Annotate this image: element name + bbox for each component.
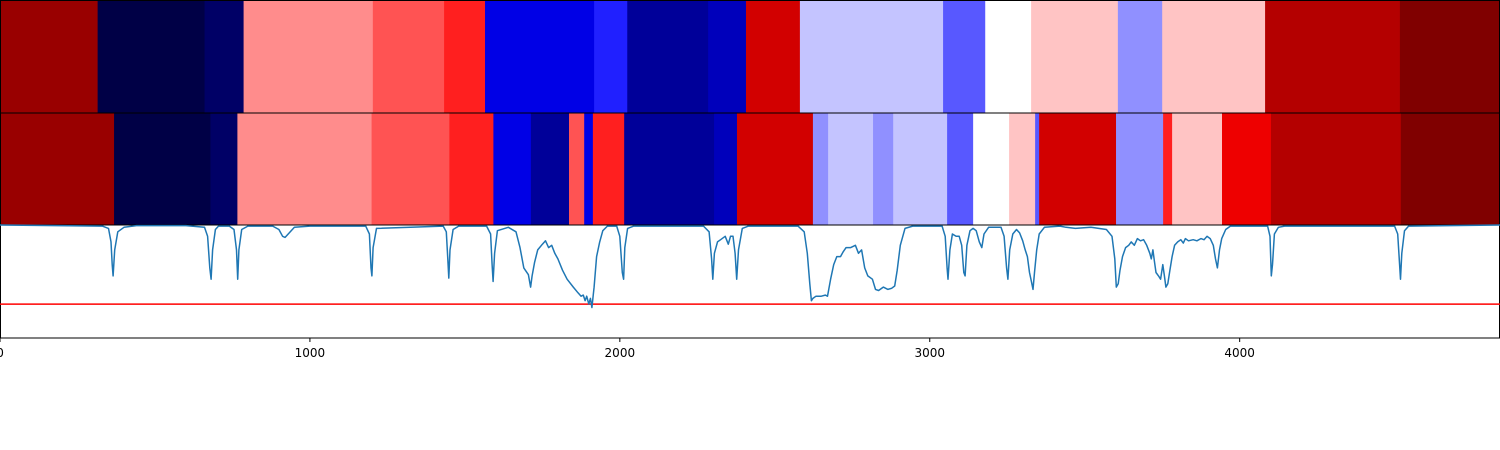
bottom-row-segment-28 xyxy=(1400,113,1500,225)
top-row-segment-8 xyxy=(627,0,709,113)
top-row-segment-5 xyxy=(444,0,486,113)
top-row-segment-4 xyxy=(372,0,445,113)
bottom-row-segment-15 xyxy=(828,113,874,225)
bottom-row-segment-4 xyxy=(371,113,450,225)
bottom-row-segment-20 xyxy=(1009,113,1036,225)
bottom-row-segment-10 xyxy=(592,113,625,225)
top-row-segment-6 xyxy=(485,0,595,113)
line-plot-panel xyxy=(0,224,1500,339)
bottom-row-segment-12 xyxy=(714,113,738,225)
bottom-row-segment-8 xyxy=(569,113,585,225)
x-axis: 0 1000 2000 3000 4000 xyxy=(0,338,1255,360)
bottom-row-segment-5 xyxy=(449,113,494,225)
top-row-segment-16 xyxy=(1162,0,1266,113)
x-tick-label-0: 0 xyxy=(0,346,4,360)
bottom-row-segment-14 xyxy=(812,113,829,225)
bottom-row-segment-9 xyxy=(584,113,594,225)
bottom-row-segment-26 xyxy=(1222,113,1272,225)
top-row-segment-13 xyxy=(985,0,1032,113)
bottom-row-segment-0 xyxy=(0,113,115,225)
top-row-segment-7 xyxy=(594,0,628,113)
bottom-row-segment-25 xyxy=(1172,113,1223,225)
bottom-row-segment-27 xyxy=(1270,113,1402,225)
bottom-row-segment-17 xyxy=(893,113,948,225)
series-line xyxy=(0,224,1500,309)
bottom-row-segment-16 xyxy=(873,113,894,225)
top-row-segment-11 xyxy=(799,0,944,113)
bottom-row-segment-22 xyxy=(1039,113,1117,225)
top-row-segment-0 xyxy=(0,0,99,113)
top-row-segment-15 xyxy=(1117,0,1163,113)
bottom-row-segment-6 xyxy=(493,113,532,225)
bottom-row-segment-11 xyxy=(624,113,715,225)
bottom-row-segment-7 xyxy=(530,113,570,225)
top-row-segment-3 xyxy=(243,0,374,113)
top-row-segment-17 xyxy=(1265,0,1401,113)
bottom-row-segment-24 xyxy=(1163,113,1173,225)
bottom-row-segment-18 xyxy=(947,113,974,225)
x-tick-label-3: 3000 xyxy=(914,346,945,360)
top-row-segment-2 xyxy=(204,0,245,113)
bottom-row-segment-3 xyxy=(237,113,373,225)
top-row-segment-1 xyxy=(97,0,206,113)
x-tick-label-2: 2000 xyxy=(605,346,636,360)
top-row-segment-12 xyxy=(943,0,986,113)
x-tick-label-1: 1000 xyxy=(295,346,326,360)
heatmap-row-bottom xyxy=(0,113,1500,225)
bottom-row-segment-13 xyxy=(736,113,814,225)
bottom-row-segment-21 xyxy=(1035,113,1040,225)
top-row-segment-9 xyxy=(708,0,747,113)
top-row-segment-18 xyxy=(1399,0,1500,113)
top-row-segment-14 xyxy=(1031,0,1119,113)
bottom-row-segment-19 xyxy=(973,113,1010,225)
x-tick-label-4: 4000 xyxy=(1224,346,1255,360)
heatmap-row-top xyxy=(0,0,1500,113)
top-row-segment-10 xyxy=(745,0,801,113)
bottom-row-segment-1 xyxy=(114,113,212,225)
bottom-row-segment-23 xyxy=(1116,113,1164,225)
bottom-row-segment-2 xyxy=(210,113,238,225)
